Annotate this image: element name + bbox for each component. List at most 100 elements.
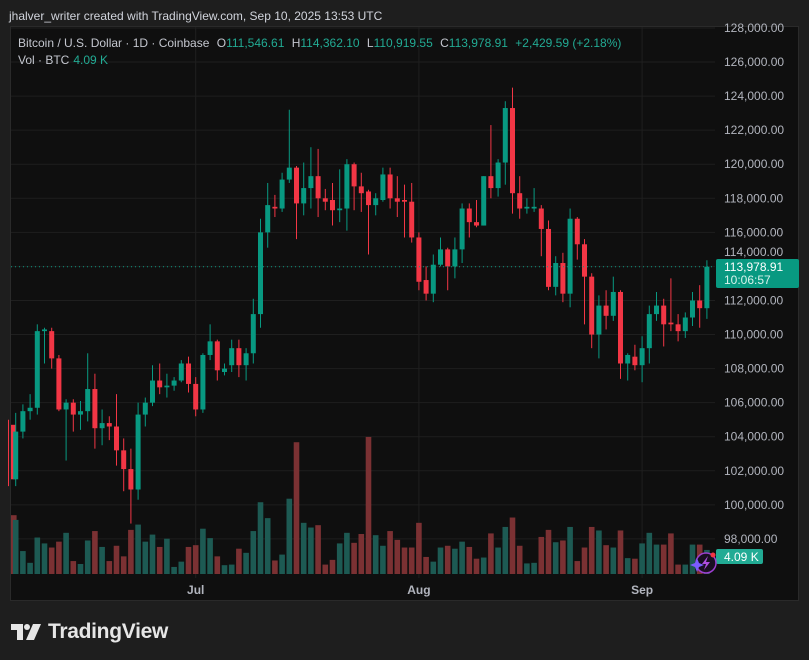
candle[interactable]: [510, 87, 515, 214]
candle[interactable]: [243, 348, 249, 381]
candle[interactable]: [200, 353, 206, 413]
candle[interactable]: [394, 176, 400, 218]
candle[interactable]: [481, 176, 487, 226]
candle[interactable]: [222, 363, 227, 376]
candle[interactable]: [690, 291, 695, 327]
candle[interactable]: [625, 353, 631, 381]
candle[interactable]: [402, 184, 407, 238]
candle[interactable]: [567, 208, 573, 308]
candle[interactable]: [654, 291, 659, 321]
candle[interactable]: [445, 247, 451, 291]
candle[interactable]: [646, 305, 652, 364]
candle[interactable]: [207, 324, 213, 361]
candle[interactable]: [92, 373, 98, 449]
candle[interactable]: [438, 237, 443, 267]
candle[interactable]: [416, 232, 422, 291]
candle[interactable]: [546, 220, 551, 291]
candle[interactable]: [682, 312, 688, 338]
candle[interactable]: [157, 363, 163, 395]
candle[interactable]: [279, 172, 285, 212]
lightning-icon[interactable]: [690, 552, 717, 574]
candle[interactable]: [301, 162, 307, 216]
candle[interactable]: [56, 354, 62, 412]
candle[interactable]: [409, 182, 415, 243]
candle[interactable]: [13, 412, 19, 487]
candle[interactable]: [272, 194, 278, 218]
candle[interactable]: [704, 260, 710, 319]
candle-body: [13, 431, 19, 480]
candle[interactable]: [423, 266, 429, 301]
candle[interactable]: [106, 416, 112, 441]
candle[interactable]: [466, 203, 472, 238]
candle[interactable]: [128, 448, 134, 524]
candle[interactable]: [488, 125, 494, 199]
candle[interactable]: [337, 169, 343, 223]
candle[interactable]: [294, 165, 299, 240]
candle[interactable]: [344, 159, 350, 231]
candle[interactable]: [286, 109, 292, 183]
candle[interactable]: [524, 198, 530, 214]
candle[interactable]: [560, 252, 566, 303]
candle[interactable]: [258, 218, 263, 328]
candle[interactable]: [430, 254, 436, 303]
candle[interactable]: [229, 339, 235, 373]
candle[interactable]: [495, 159, 501, 197]
candle[interactable]: [596, 295, 602, 359]
candle[interactable]: [27, 394, 33, 420]
candle[interactable]: [675, 314, 681, 342]
candle[interactable]: [70, 399, 76, 432]
candle[interactable]: [358, 172, 364, 212]
candle[interactable]: [502, 101, 508, 185]
candle[interactable]: [531, 188, 537, 212]
candle[interactable]: [142, 397, 148, 427]
candle[interactable]: [178, 360, 184, 383]
candle[interactable]: [632, 344, 638, 371]
candle[interactable]: [574, 217, 580, 260]
candle[interactable]: [20, 404, 26, 439]
candle[interactable]: [603, 290, 609, 330]
candle[interactable]: [610, 276, 616, 321]
candle[interactable]: [639, 336, 645, 383]
candle[interactable]: [308, 147, 314, 209]
candle[interactable]: [34, 324, 40, 415]
candle[interactable]: [517, 176, 523, 219]
candle[interactable]: [150, 365, 155, 407]
candle[interactable]: [459, 203, 465, 264]
candle[interactable]: [697, 285, 703, 328]
candle[interactable]: [63, 399, 69, 461]
candle[interactable]: [99, 409, 105, 446]
candle[interactable]: [366, 189, 371, 255]
candle[interactable]: [135, 402, 141, 500]
candle[interactable]: [186, 356, 191, 393]
candle[interactable]: [668, 278, 674, 332]
candle[interactable]: [351, 162, 357, 211]
candle[interactable]: [380, 167, 386, 202]
candle[interactable]: [214, 339, 220, 381]
candle[interactable]: [236, 339, 242, 378]
candle[interactable]: [661, 298, 667, 347]
candle[interactable]: [49, 327, 55, 369]
candle[interactable]: [42, 327, 47, 364]
candle[interactable]: [121, 438, 127, 492]
candle[interactable]: [322, 188, 328, 211]
candle[interactable]: [373, 193, 379, 216]
candle[interactable]: [553, 256, 559, 296]
candle[interactable]: [474, 200, 479, 228]
candle[interactable]: [582, 239, 587, 325]
candle[interactable]: [315, 148, 321, 218]
candle[interactable]: [538, 205, 544, 257]
candle[interactable]: [250, 298, 256, 364]
candle[interactable]: [265, 182, 271, 248]
candle[interactable]: [452, 237, 458, 279]
candle[interactable]: [330, 182, 335, 226]
candle[interactable]: [164, 373, 170, 398]
candle[interactable]: [78, 400, 83, 430]
candle[interactable]: [193, 377, 199, 417]
candle[interactable]: [85, 353, 91, 422]
candle[interactable]: [114, 394, 119, 466]
candle[interactable]: [589, 273, 595, 349]
candle[interactable]: [387, 167, 393, 209]
candle[interactable]: [171, 377, 177, 391]
candle[interactable]: [618, 290, 623, 379]
